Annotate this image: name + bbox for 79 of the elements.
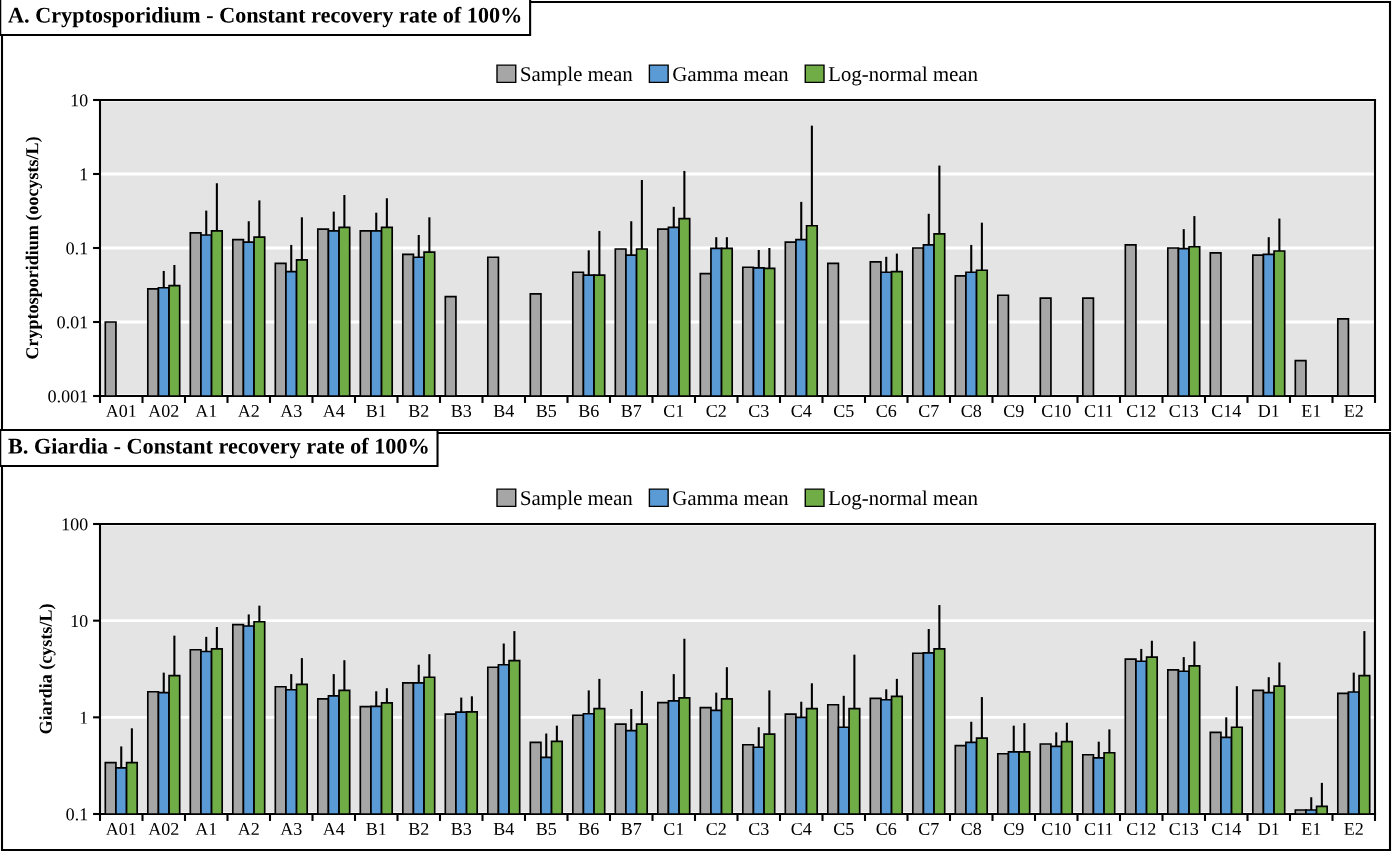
x-tick-label: C7 xyxy=(918,404,939,418)
x-tick-label: C5 xyxy=(833,404,854,418)
y-tick-label: 0.1 xyxy=(66,242,88,255)
x-tick-label: B5 xyxy=(536,823,557,836)
y-axis-title: Cryptosporidium (oocysts/L) xyxy=(25,137,43,359)
legend-label: Sample mean xyxy=(521,66,633,86)
legend-label: Log-normal mean xyxy=(828,490,978,510)
x-tick-label: B5 xyxy=(536,405,557,418)
x-tick-label: A02 xyxy=(148,822,179,836)
x-tick-label: C1 xyxy=(663,404,684,418)
x-tick-label: A01 xyxy=(105,404,136,418)
x-tick-label: A2 xyxy=(237,404,259,417)
x-tick-label: E1 xyxy=(1301,404,1321,417)
legend-label: Gamma mean xyxy=(673,491,789,506)
x-tick-label: C10 xyxy=(1041,404,1071,418)
y-tick-label: 0.001 xyxy=(48,390,88,403)
x-tick-label: C2 xyxy=(706,404,726,418)
x-tick-label: C3 xyxy=(748,404,769,418)
legend-label: Log-normal mean xyxy=(828,66,978,86)
x-tick-label: A4 xyxy=(322,822,345,835)
x-tick-label: D1 xyxy=(1258,822,1279,835)
x-tick-label: B6 xyxy=(578,404,599,418)
y-tick-label: 0.01 xyxy=(57,316,88,329)
x-tick-label: C11 xyxy=(1084,822,1113,836)
x-tick-label: B6 xyxy=(578,822,599,836)
x-tick-label: B1 xyxy=(366,404,386,417)
x-tick-label: C4 xyxy=(791,822,812,836)
x-tick-label: C3 xyxy=(748,822,769,836)
x-tick-label: A01 xyxy=(105,822,136,836)
x-tick-label: C2 xyxy=(706,822,726,836)
y-tick-label: 0.1 xyxy=(66,808,88,821)
x-tick-label: B2 xyxy=(408,822,429,835)
y-tick-label: 10 xyxy=(71,614,88,628)
x-tick-label: C6 xyxy=(876,822,897,836)
y-axis-title: Giardia (cysts/L) xyxy=(39,604,56,734)
x-tick-label: A1 xyxy=(195,404,217,417)
x-tick-label: C11 xyxy=(1084,404,1113,418)
x-tick-label: C13 xyxy=(1169,404,1199,418)
y-tick-label: 1 xyxy=(80,711,88,724)
x-tick-label: C7 xyxy=(918,822,939,836)
x-tick-label: C6 xyxy=(876,404,897,418)
legend-label: Gamma mean xyxy=(673,67,789,82)
x-tick-label: B4 xyxy=(493,822,514,835)
x-tick-label: A2 xyxy=(237,822,259,835)
x-tick-label: B4 xyxy=(493,404,514,417)
x-tick-label: B2 xyxy=(408,404,429,417)
x-tick-label: A02 xyxy=(148,404,179,418)
x-tick-label: C9 xyxy=(1003,404,1024,418)
x-tick-label: C14 xyxy=(1211,822,1242,836)
x-tick-label: D1 xyxy=(1258,404,1279,417)
x-tick-label: A4 xyxy=(322,404,345,417)
x-tick-label: C8 xyxy=(961,404,982,418)
x-tick-label: C8 xyxy=(961,822,982,836)
x-tick-label: C5 xyxy=(833,822,854,836)
x-tick-label: B7 xyxy=(621,405,642,417)
x-tick-label: B3 xyxy=(451,404,472,418)
x-tick-label: A1 xyxy=(195,822,217,835)
x-tick-label: B1 xyxy=(366,822,386,835)
x-tick-label: C12 xyxy=(1126,404,1156,418)
x-tick-label: B3 xyxy=(451,822,472,836)
x-tick-label: B7 xyxy=(621,823,642,835)
x-tick-label: C9 xyxy=(1003,822,1024,836)
x-tick-label: C10 xyxy=(1041,822,1071,836)
x-tick-label: C13 xyxy=(1169,822,1199,836)
y-tick-label: 10 xyxy=(71,94,88,107)
x-tick-label: A3 xyxy=(280,822,302,836)
chart-title: B. Giardia - Constant recovery rate of 100% xyxy=(8,437,428,459)
x-tick-label: E1 xyxy=(1301,822,1321,835)
x-tick-label: C1 xyxy=(663,822,684,836)
x-tick-label: E2 xyxy=(1344,404,1363,417)
x-tick-label: C14 xyxy=(1211,404,1242,418)
chart-title: A. Cryptosporidium - Constant recovery rate of 100% xyxy=(8,6,521,28)
y-tick-label: 1 xyxy=(80,168,88,181)
legend-label: Sample mean xyxy=(521,490,633,510)
x-tick-label: A3 xyxy=(280,404,302,418)
x-tick-label: C4 xyxy=(791,404,812,418)
y-tick-label: 100 xyxy=(62,518,88,531)
x-tick-label: C12 xyxy=(1126,822,1156,836)
x-tick-label: E2 xyxy=(1344,822,1363,835)
